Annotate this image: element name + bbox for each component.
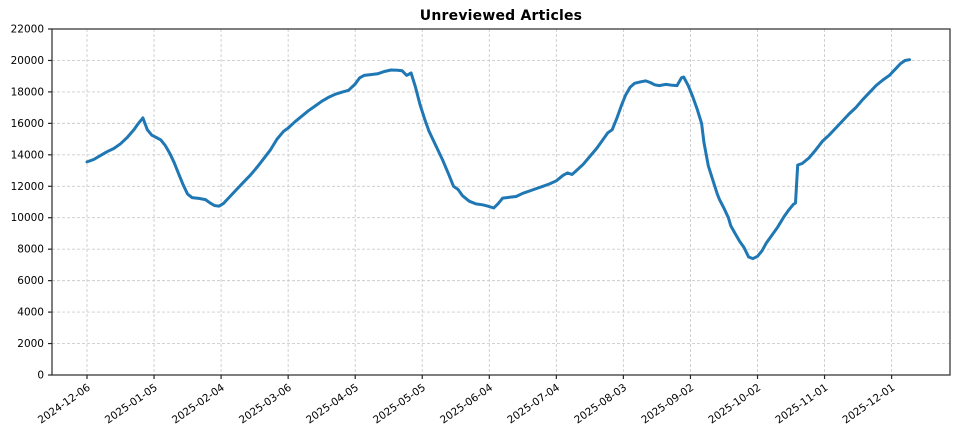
- y-tick-label: 12000: [11, 181, 44, 193]
- x-tick-label: 2025-10-02: [706, 382, 763, 427]
- x-tick-label: 2025-02-04: [170, 381, 227, 426]
- x-tick-label: 2024-12-06: [36, 381, 93, 426]
- x-tick-label: 2025-08-03: [572, 382, 629, 427]
- y-tick-label: 16000: [11, 118, 44, 130]
- y-tick-label: 20000: [11, 55, 44, 67]
- x-tick-label: 2025-05-05: [371, 382, 428, 427]
- x-tick-label: 2025-04-05: [304, 382, 361, 427]
- data-line: [85, 58, 911, 261]
- chart-title: Unreviewed Articles: [419, 8, 583, 24]
- y-tick-label: 0: [37, 370, 44, 382]
- x-tick-label: 2025-09-02: [639, 382, 696, 427]
- x-tick-label: 2025-07-04: [505, 381, 562, 426]
- x-tick-label: 2025-03-06: [237, 381, 294, 426]
- y-tick-label: 10000: [11, 212, 44, 224]
- x-tick-label: 2025-12-01: [840, 382, 897, 427]
- x-tick-label: 2025-01-05: [103, 382, 160, 427]
- y-tick-label: 8000: [17, 244, 44, 256]
- y-tick-label: 4000: [17, 307, 44, 319]
- x-tick-label: 2025-06-04: [438, 381, 495, 426]
- y-tick-label: 14000: [11, 149, 44, 161]
- y-tick-label: 22000: [11, 24, 44, 36]
- axes-box: [51, 28, 951, 376]
- y-tick-label: 2000: [17, 338, 44, 350]
- y-tick-label: 18000: [11, 86, 44, 98]
- y-tick-label: 6000: [17, 275, 44, 287]
- x-tick-label: 2025-11-01: [773, 382, 830, 427]
